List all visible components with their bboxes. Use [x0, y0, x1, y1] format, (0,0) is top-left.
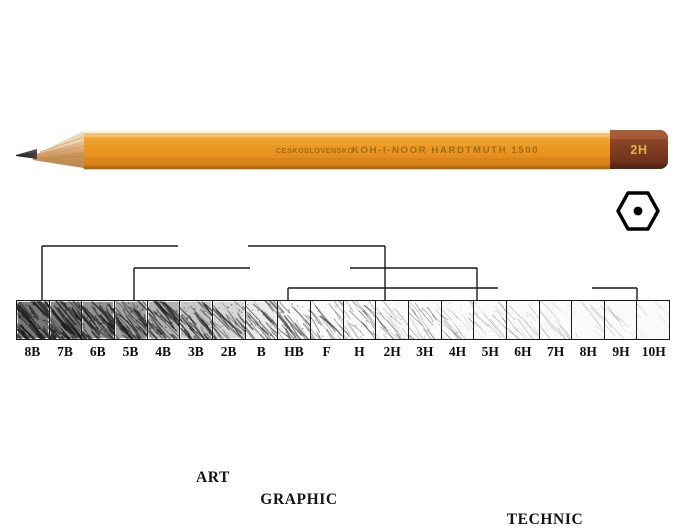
svg-text:KOH-I-NOOR HARDTMUTH 1500: KOH-I-NOOR HARDTMUTH 1500 [352, 145, 539, 156]
grade-label: 7H [539, 342, 572, 364]
graphite-swatch [409, 301, 442, 339]
grade-label: 5H [474, 342, 507, 364]
graphite-swatch [474, 301, 507, 339]
pencil-illustration: CESKOSLOVENSKO KOH-I-NOOR HARDTMUTH 1500… [0, 0, 696, 190]
grade-label: 4H [441, 342, 474, 364]
grade-label: 3H [408, 342, 441, 364]
graphite-swatch [115, 301, 148, 339]
graphite-swatch [637, 301, 669, 339]
svg-text:2H: 2H [630, 143, 647, 157]
grade-label: B [245, 342, 278, 364]
graphite-swatch [605, 301, 638, 339]
grade-label: 10H [637, 342, 670, 364]
graphite-swatch [278, 301, 311, 339]
graphite-swatch [50, 301, 83, 339]
grade-label: 4B [147, 342, 180, 364]
svg-text:CESKOSLOVENSKO: CESKOSLOVENSKO [276, 146, 354, 155]
graphite-swatch [311, 301, 344, 339]
grade-label: 2H [376, 342, 409, 364]
figure-canvas: CESKOSLOVENSKO KOH-I-NOOR HARDTMUTH 1500… [0, 0, 696, 469]
grade-label: 6H [507, 342, 540, 364]
bracket-label-art: ART [190, 469, 236, 487]
grade-label: 9H [605, 342, 638, 364]
graphite-swatch [180, 301, 213, 339]
grade-label: H [343, 342, 376, 364]
graphite-swatch [344, 301, 377, 339]
graphite-swatch [572, 301, 605, 339]
graphite-swatch [246, 301, 279, 339]
graphite-swatch [507, 301, 540, 339]
grade-label: 8B [16, 342, 49, 364]
grade-label: 7B [49, 342, 82, 364]
bracket-label-technic: TECHNIC [501, 511, 590, 529]
category-brackets: ART GRAPHIC TECHNIC [0, 232, 696, 302]
graphite-swatch [376, 301, 409, 339]
pencil-graphite-tip [16, 149, 37, 159]
graphite-swatch-grid [16, 300, 670, 340]
grade-label: 5B [114, 342, 147, 364]
graphite-swatch [213, 301, 246, 339]
graphite-swatch [540, 301, 573, 339]
hexagon-cross-section-icon [612, 188, 664, 234]
bracket-label-graphic: GRAPHIC [254, 491, 343, 509]
brackets-svg [0, 232, 696, 302]
grade-label: 2B [212, 342, 245, 364]
pencil-sharpened-cone [33, 131, 84, 168]
graphite-swatch [148, 301, 181, 339]
graphite-swatch [17, 301, 50, 339]
pencil-svg: CESKOSLOVENSKO KOH-I-NOOR HARDTMUTH 1500… [0, 0, 696, 190]
grade-label: 8H [572, 342, 605, 364]
grade-label: 6B [81, 342, 114, 364]
grade-label: 3B [180, 342, 213, 364]
grade-label: HB [278, 342, 311, 364]
grade-label: F [310, 342, 343, 364]
pencil-imprint: CESKOSLOVENSKO KOH-I-NOOR HARDTMUTH 1500 [276, 145, 539, 156]
graphite-swatch [82, 301, 115, 339]
graphite-swatch [442, 301, 475, 339]
pencil-end-cap: 2H [610, 130, 668, 169]
